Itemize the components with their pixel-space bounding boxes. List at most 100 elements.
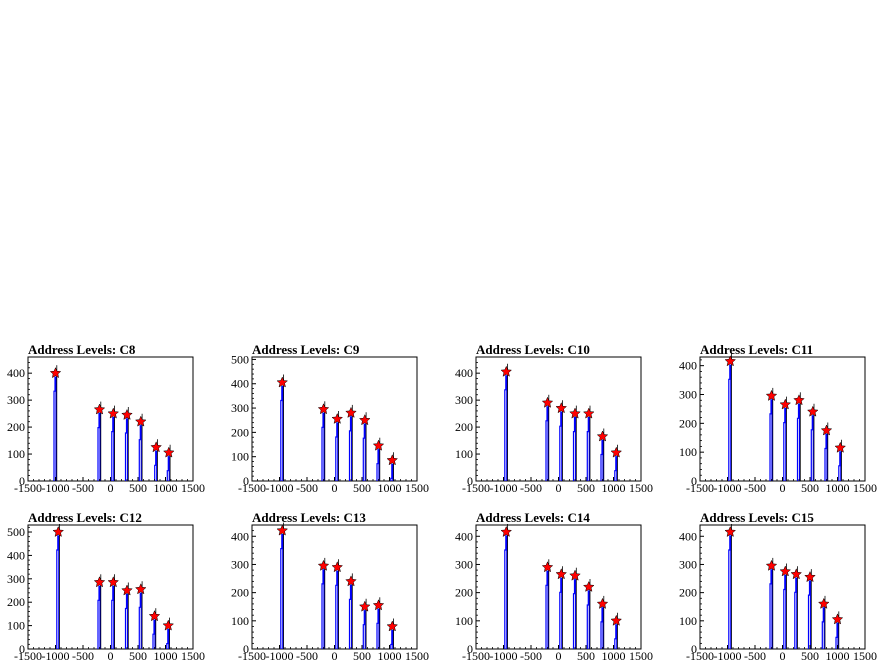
x-tick-label: -1500 [14,481,42,495]
histogram-bin-peak [111,585,115,649]
x-tick-label: 500 [129,649,147,663]
x-tick-label: -1500 [462,649,490,663]
peak-marker [52,525,65,538]
peak-marker [317,559,330,571]
peak-marker [610,446,623,458]
y-tick-label: 200 [455,586,473,600]
histogram-panel: Address Levels: C15 -1500 -1000 -500 0 500 100… [679,510,877,663]
histogram-bin-peak [280,385,284,481]
x-tick-label: 1500 [181,481,205,495]
histogram-bin-peak [769,399,773,481]
histogram-bin-peak [166,629,170,649]
x-tick-label: -1000 [266,649,294,663]
histogram-bin-peak [614,456,618,481]
peak-marker [569,407,581,419]
histogram-bin-peak [97,413,101,481]
x-tick-label: 1000 [378,481,402,495]
x-tick-label: 1000 [602,649,626,663]
x-tick-label: -1500 [686,481,714,495]
x-tick-label: 1000 [378,649,402,663]
y-tick-label: 0 [691,642,697,656]
histogram-bin-peak [807,580,812,649]
y-tick-label: 200 [679,586,697,600]
y-tick-label: 400 [231,529,249,543]
x-tick-label: 1500 [629,481,653,495]
peak-marker [779,565,792,577]
y-tick-label: 400 [7,548,25,562]
peak-marker [331,412,344,424]
peak-marker [134,415,147,427]
peak-marker [779,398,792,410]
x-tick-label: -500 [72,481,94,495]
x-tick-label: -1000 [714,481,742,495]
x-tick-label: 500 [577,649,595,663]
x-tick-label: -1500 [238,649,266,663]
histogram-bin-peak [838,451,842,481]
y-tick-label: 400 [455,366,473,380]
histogram-bin-peak [586,417,590,481]
peak-marker [358,600,371,612]
y-tick-label: 100 [7,447,25,461]
x-tick-label: -1500 [238,481,266,495]
peak-marker [500,365,513,377]
peak-marker [765,389,778,401]
x-tick-label: 1000 [602,481,626,495]
x-tick-label: -500 [72,649,94,663]
peak-marker [596,430,609,442]
peak-marker [820,424,833,436]
peak-marker [834,441,847,453]
chart-title: Address Levels: C13 [252,510,366,525]
peak-marker [107,576,120,588]
histogram-bin-peak [97,585,101,649]
histogram-panel: Address Levels: C11 -1500 -1000 -500 0 500 100… [679,342,877,495]
x-tick-label: 0 [332,481,338,495]
peak-marker [500,525,513,538]
x-tick-label: 0 [108,649,114,663]
y-tick-label: 0 [243,642,249,656]
peak-marker [331,561,344,573]
peak-marker [134,583,147,595]
histogram-bin-peak [321,412,325,481]
histogram-bin-peak [810,415,814,481]
y-tick-label: 500 [7,525,25,539]
histogram-bin-peak [504,375,508,481]
y-tick-label: 100 [231,450,249,464]
peak-marker [817,597,830,609]
y-tick-label: 100 [455,614,473,628]
histogram-bin-peak [769,569,773,649]
histogram-bin-peak [335,570,339,649]
x-tick-label: -1000 [490,649,518,663]
histogram-bin-peak [348,584,353,649]
histogram-bin-peak [600,607,604,649]
peak-marker [582,407,595,419]
x-tick-label: 500 [801,481,819,495]
histogram-bin-peak [390,463,394,481]
y-tick-label: 300 [7,572,25,586]
peak-marker [276,524,289,536]
y-tick-label: 100 [679,614,697,628]
peak-marker [831,613,844,625]
x-tick-label: 500 [353,481,371,495]
x-tick-label: -500 [520,649,542,663]
x-tick-label: -1500 [462,481,490,495]
x-tick-label: -1500 [686,649,714,663]
histogram-bin-peak [545,570,549,649]
peak-marker [724,355,737,367]
histogram-bin-peak [362,423,366,481]
peak-marker [569,569,581,581]
x-tick-label: 1500 [853,649,877,663]
histogram-bin-peak [614,624,618,649]
histogram-bin-peak [124,593,129,649]
x-tick-label: 0 [780,481,786,495]
chart-title: Address Levels: C8 [28,342,136,357]
x-tick-label: 0 [556,649,562,663]
histogram-panel: Address Levels: C14 -1500 -1000 -500 0 500 100… [455,510,653,663]
x-tick-label: 1000 [826,649,850,663]
histogram-bin-peak [559,577,563,649]
x-tick-label: -1000 [266,481,294,495]
histogram-bin-peak [821,607,825,649]
y-tick-label: 100 [679,445,697,459]
peak-marker [162,619,175,631]
